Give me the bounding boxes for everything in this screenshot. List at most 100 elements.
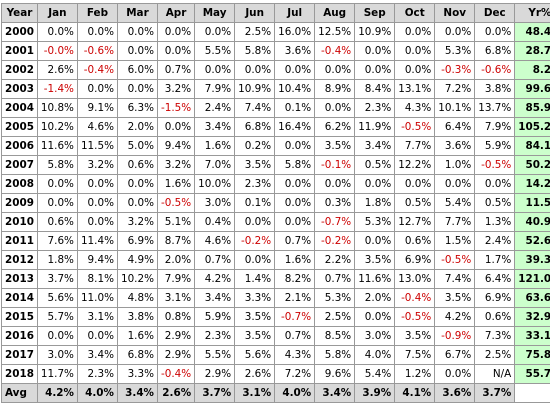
monthly-return-cell: 5.0% (116, 136, 158, 156)
average-cell: 4.0% (76, 383, 118, 403)
year-total-cell: 75.8% (514, 345, 550, 365)
column-header-month: Feb (76, 3, 118, 23)
monthly-return-cell: 3.6% (274, 41, 316, 61)
monthly-return-cell: 11.6% (354, 269, 396, 289)
monthly-return-cell: 2.6% (36, 60, 78, 80)
monthly-return-cell: 0.0% (76, 326, 118, 346)
monthly-return-cell: 3.1% (76, 307, 118, 327)
year-total-cell: 105.2% (514, 117, 550, 137)
monthly-return-cell: 3.4% (194, 288, 236, 308)
average-cell: 4.1% (394, 383, 436, 403)
column-header-month: Jul (274, 3, 316, 23)
year-total-cell: 28.7% (514, 41, 550, 61)
monthly-return-cell: -0.4% (394, 288, 436, 308)
monthly-return-cell: 3.4% (76, 345, 118, 365)
column-header-year-total: Yr% (514, 3, 550, 23)
monthly-return-cell: 2.3% (76, 364, 118, 384)
monthly-return-cell: 7.4% (234, 98, 276, 118)
monthly-return-cell: 3.8% (474, 79, 516, 99)
monthly-return-cell: 0.0% (36, 174, 78, 194)
monthly-return-cell: 2.0% (116, 117, 158, 137)
monthly-return-cell: 9.6% (314, 364, 356, 384)
monthly-return-cell: 3.5% (314, 136, 356, 156)
monthly-return-cell: 11.4% (76, 231, 118, 251)
monthly-return-cell: 6.9% (116, 231, 158, 251)
column-header-month: Nov (434, 3, 476, 23)
monthly-return-cell: 9.1% (76, 98, 118, 118)
monthly-return-cell: 0.7% (314, 269, 356, 289)
monthly-return-cell: 0.8% (156, 307, 196, 327)
monthly-return-cell: 0.6% (36, 212, 78, 232)
row-year-label: 2006 (1, 136, 38, 156)
row-year-label: 2018 (1, 364, 38, 384)
monthly-return-cell: 0.0% (116, 41, 158, 61)
monthly-return-cell: 4.6% (76, 117, 118, 137)
monthly-return-cell: 5.6% (234, 345, 276, 365)
monthly-return-cell: 12.2% (394, 155, 436, 175)
row-year-label: 2010 (1, 212, 38, 232)
monthly-return-cell: 3.6% (434, 136, 476, 156)
monthly-return-cell: -0.5% (474, 155, 516, 175)
column-header-month: Oct (394, 3, 436, 23)
monthly-return-cell: 3.8% (116, 307, 158, 327)
monthly-return-cell: 0.1% (274, 98, 316, 118)
monthly-return-cell: 8.9% (314, 79, 356, 99)
monthly-return-cell: 0.5% (394, 193, 436, 213)
monthly-return-cell: 0.0% (274, 136, 316, 156)
monthly-return-cell: 0.6% (116, 155, 158, 175)
monthly-return-cell: 2.5% (234, 22, 276, 42)
monthly-return-cell: 0.0% (36, 22, 78, 42)
monthly-return-cell: 2.5% (474, 345, 516, 365)
monthly-return-cell: 3.5% (234, 326, 276, 346)
monthly-return-cell: 3.5% (234, 307, 276, 327)
column-header-month: Jan (36, 3, 78, 23)
monthly-return-cell: 11.5% (76, 136, 118, 156)
year-total-cell: 121.0% (514, 269, 550, 289)
monthly-return-cell: 8.4% (354, 79, 396, 99)
monthly-return-cell: 0.7% (156, 60, 196, 80)
monthly-return-cell: -0.0% (36, 41, 78, 61)
monthly-return-cell: 10.4% (274, 79, 316, 99)
monthly-return-cell: 3.3% (234, 288, 276, 308)
table-row: 2012 1.8% 9.4% 4.9% 2.0% 0.7% 0.0% 1.6% 2.2% 3.5%… (1, 250, 550, 270)
monthly-return-cell: 6.9% (474, 288, 516, 308)
monthly-return-cell: 2.5% (314, 307, 356, 327)
monthly-return-cell: 0.0% (234, 212, 276, 232)
monthly-return-cell: 10.2% (36, 117, 78, 137)
monthly-return-cell: N/A (474, 364, 516, 384)
monthly-return-cell: 4.2% (194, 269, 236, 289)
table-row: 2017 3.0% 3.4% 6.8% 2.9% 5.5% 5.6% 4.3% 5.8% 4.0%… (1, 345, 550, 365)
row-year-label: 2014 (1, 288, 38, 308)
table-row: 2005 10.2% 4.6% 2.0% 0.0% 3.4% 6.8% 16.4% 6.2% 11… (1, 117, 550, 137)
monthly-return-cell: 3.2% (116, 212, 158, 232)
monthly-return-cell: 1.0% (434, 155, 476, 175)
monthly-return-cell: 6.8% (474, 41, 516, 61)
table-row: 2008 0.0% 0.0% 0.0% 1.6% 10.0% 2.3% 0.0% 0.0% 0.0… (1, 174, 550, 194)
monthly-return-cell: 5.4% (434, 193, 476, 213)
monthly-return-cell: -0.5% (394, 307, 436, 327)
monthly-return-cell: -0.3% (434, 60, 476, 80)
monthly-return-cell: 2.3% (234, 174, 276, 194)
monthly-return-cell: 7.7% (434, 212, 476, 232)
monthly-return-cell: 2.1% (274, 288, 316, 308)
monthly-return-cell: 3.5% (234, 155, 276, 175)
table-row: 2018 11.7% 2.3% 3.3% -0.4% 2.9% 2.6% 7.2% 9.6% 5.… (1, 364, 550, 384)
monthly-return-cell: 4.8% (116, 288, 158, 308)
monthly-return-cell: 2.4% (474, 231, 516, 251)
monthly-return-cell: 0.0% (434, 364, 476, 384)
monthly-return-cell: 11.6% (36, 136, 78, 156)
table-row: 2009 0.0% 0.0% 0.0% -0.5% 3.0% 0.1% 0.0% 0.3% 1.8… (1, 193, 550, 213)
row-year-label: 2000 (1, 22, 38, 42)
monthly-return-cell: 1.8% (354, 193, 396, 213)
monthly-return-cell: -0.7% (314, 212, 356, 232)
monthly-return-cell: 0.0% (354, 60, 396, 80)
monthly-return-cell: 8.2% (274, 269, 316, 289)
monthly-return-cell: 0.0% (116, 22, 158, 42)
monthly-return-cell: 0.0% (314, 174, 356, 194)
monthly-return-cell: 0.1% (234, 193, 276, 213)
monthly-return-cell: 7.2% (434, 79, 476, 99)
year-total-cell: 63.6% (514, 288, 550, 308)
monthly-return-cell: 12.5% (314, 22, 356, 42)
monthly-return-cell: 3.4% (354, 136, 396, 156)
column-header-month: Apr (156, 3, 196, 23)
